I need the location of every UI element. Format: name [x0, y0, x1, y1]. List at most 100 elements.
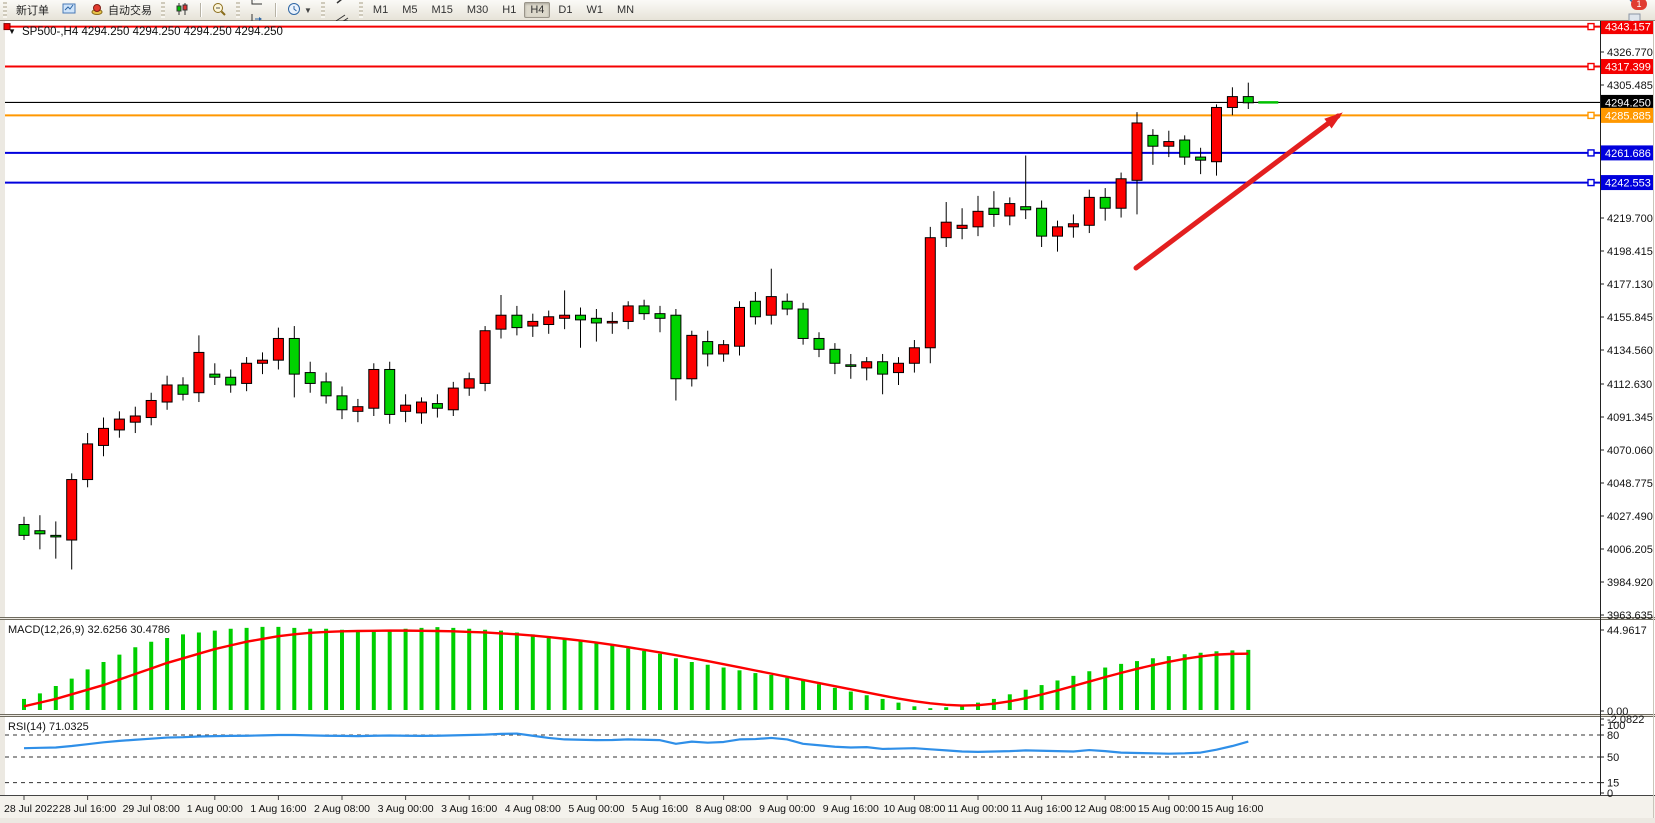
price-badge-label: 4343.157	[1605, 22, 1651, 34]
hline-anchor[interactable]	[3, 23, 11, 31]
price-tick-label: 3984.920	[1607, 577, 1653, 589]
candlestick-chart-button[interactable]	[169, 0, 195, 20]
candle-body	[1226, 96, 1238, 108]
hline-handle[interactable]	[1587, 22, 1595, 31]
candle-body	[177, 384, 189, 395]
trendline-button[interactable]	[329, 0, 355, 10]
candle-body	[193, 351, 205, 394]
price-tick-label: 4070.060	[1607, 445, 1653, 457]
candle-body	[908, 347, 920, 364]
toolbar-separator	[200, 3, 201, 17]
toolbar-grip	[358, 2, 363, 18]
candle-body	[845, 364, 857, 367]
candle-body	[511, 314, 523, 329]
candle-body	[1179, 139, 1191, 158]
rsi-label: RSI(14) 71.0325	[8, 721, 89, 733]
time-tick-label: 2 Aug 08:00	[314, 803, 370, 815]
candle-body	[1067, 223, 1079, 228]
hline-handle[interactable]	[1587, 62, 1595, 71]
time-tick-label: 15 Aug 00:00	[1138, 803, 1200, 815]
toolbar-grip	[320, 2, 325, 18]
candle-body	[18, 524, 30, 536]
candle-body	[1052, 226, 1063, 237]
market-watch-button[interactable]	[56, 0, 82, 20]
candle-body	[272, 337, 284, 361]
price-tick-label: 4048.775	[1607, 478, 1653, 490]
candle-body	[606, 320, 618, 324]
candle-body	[622, 305, 634, 322]
candle-body	[1163, 141, 1175, 147]
time-tick-label: 29 Jul 08:00	[123, 803, 180, 815]
symbol-ohlc-label: SP500-,H4 4294.250 4294.250 4294.250 429…	[22, 26, 283, 38]
rsi-line	[23, 732, 1249, 755]
price-badge	[1601, 175, 1653, 191]
auto-scroll-button[interactable]	[244, 0, 270, 10]
time-tick-label: 4 Aug 08:00	[505, 803, 561, 815]
timeframe-m5-button[interactable]: M5	[402, 4, 418, 16]
rsi-axis-label: 0	[1607, 788, 1613, 800]
auto-trading-icon	[89, 3, 105, 20]
candle-body	[1115, 178, 1127, 209]
candle-body	[384, 368, 396, 415]
candle-body	[718, 344, 730, 355]
hline-handle[interactable]	[1587, 111, 1595, 120]
trendline-icon	[334, 0, 350, 10]
candle-body	[320, 381, 332, 397]
chart-window[interactable]: ▼ SP500-,H4 4294.250 4294.250 4294.250 42…	[0, 19, 1655, 819]
candle-body	[66, 479, 78, 541]
toolbar-grip	[161, 2, 165, 18]
price-badge	[1601, 107, 1653, 123]
time-tick-label: 11 Aug 00:00	[947, 803, 1008, 815]
candle-body	[225, 376, 237, 386]
candle-body	[781, 300, 793, 310]
timeframe-h4-button[interactable]: H4	[524, 2, 551, 18]
zoom-out-button[interactable]	[206, 0, 232, 20]
time-tick-label: 5 Aug 16:00	[632, 803, 688, 815]
auto-trading-button[interactable]: 自动交易	[84, 0, 157, 20]
candle-body	[145, 399, 157, 419]
candle-body	[813, 337, 825, 350]
pane-splitter-rsi[interactable]	[0, 714, 1655, 717]
candle-body	[749, 300, 761, 318]
timeframe-h1-button[interactable]: H1	[502, 4, 517, 16]
candle-body	[34, 530, 46, 535]
chart-title: ▼ SP500-,H4 4294.250 4294.250 4294.250 42…	[8, 26, 283, 38]
pane-splitter-macd[interactable]	[0, 617, 1655, 620]
price-axis[interactable]: 4326.770 4305.485 4219.700 4198.415 4177.130…	[1600, 19, 1653, 622]
symbol-dropdown-icon[interactable]: ▼	[8, 27, 16, 36]
candle-body	[129, 415, 141, 423]
periods-button[interactable]: ▼	[281, 0, 317, 20]
rsi-axis-label: 100	[1607, 720, 1625, 732]
candle-body	[1036, 207, 1048, 237]
new-order-label: 新订单	[16, 5, 49, 17]
price-badge	[1601, 145, 1653, 161]
candle-body	[829, 348, 841, 364]
time-tick-label: 1 Aug 16:00	[250, 803, 306, 815]
candle-body	[924, 237, 936, 349]
window-left-border	[0, 21, 5, 796]
price-badge-label: 4294.250	[1605, 97, 1651, 109]
hline-handle[interactable]	[1587, 149, 1595, 157]
timeframe-w1-button[interactable]: W1	[586, 4, 603, 16]
hline-handle[interactable]	[1587, 178, 1595, 187]
time-axis[interactable]: 28 Jul 2022 28 Jul 16:00 29 Jul 08:00 1 Aug…	[4, 796, 1263, 815]
market-watch-icon	[61, 1, 77, 20]
candlesticks	[18, 82, 1254, 570]
timeframe-m15-button[interactable]: M15	[431, 4, 453, 16]
timeframe-mn-button[interactable]: MN	[616, 4, 635, 16]
timeframe-m30-button[interactable]: M30	[466, 4, 489, 16]
price-tick-label: 4134.560	[1607, 345, 1653, 357]
zoom-out-icon	[211, 1, 227, 20]
trend-arrow[interactable]	[1133, 113, 1341, 271]
candle-body	[1195, 156, 1207, 161]
time-tick-label: 12 Aug 08:00	[1074, 803, 1136, 815]
new-order-button[interactable]: 新订单	[11, 0, 54, 20]
candle-body	[257, 359, 268, 364]
timeframe-d1-button[interactable]: D1	[558, 4, 573, 16]
chart-canvas[interactable]: ▼ SP500-,H4 4294.250 4294.250 4294.250 42…	[0, 19, 1655, 819]
candle-body	[98, 427, 109, 446]
timeframe-m1-button[interactable]: M1	[372, 4, 389, 16]
time-tick-label: 3 Aug 16:00	[441, 803, 497, 815]
price-tick-label: 4326.770	[1607, 47, 1653, 59]
